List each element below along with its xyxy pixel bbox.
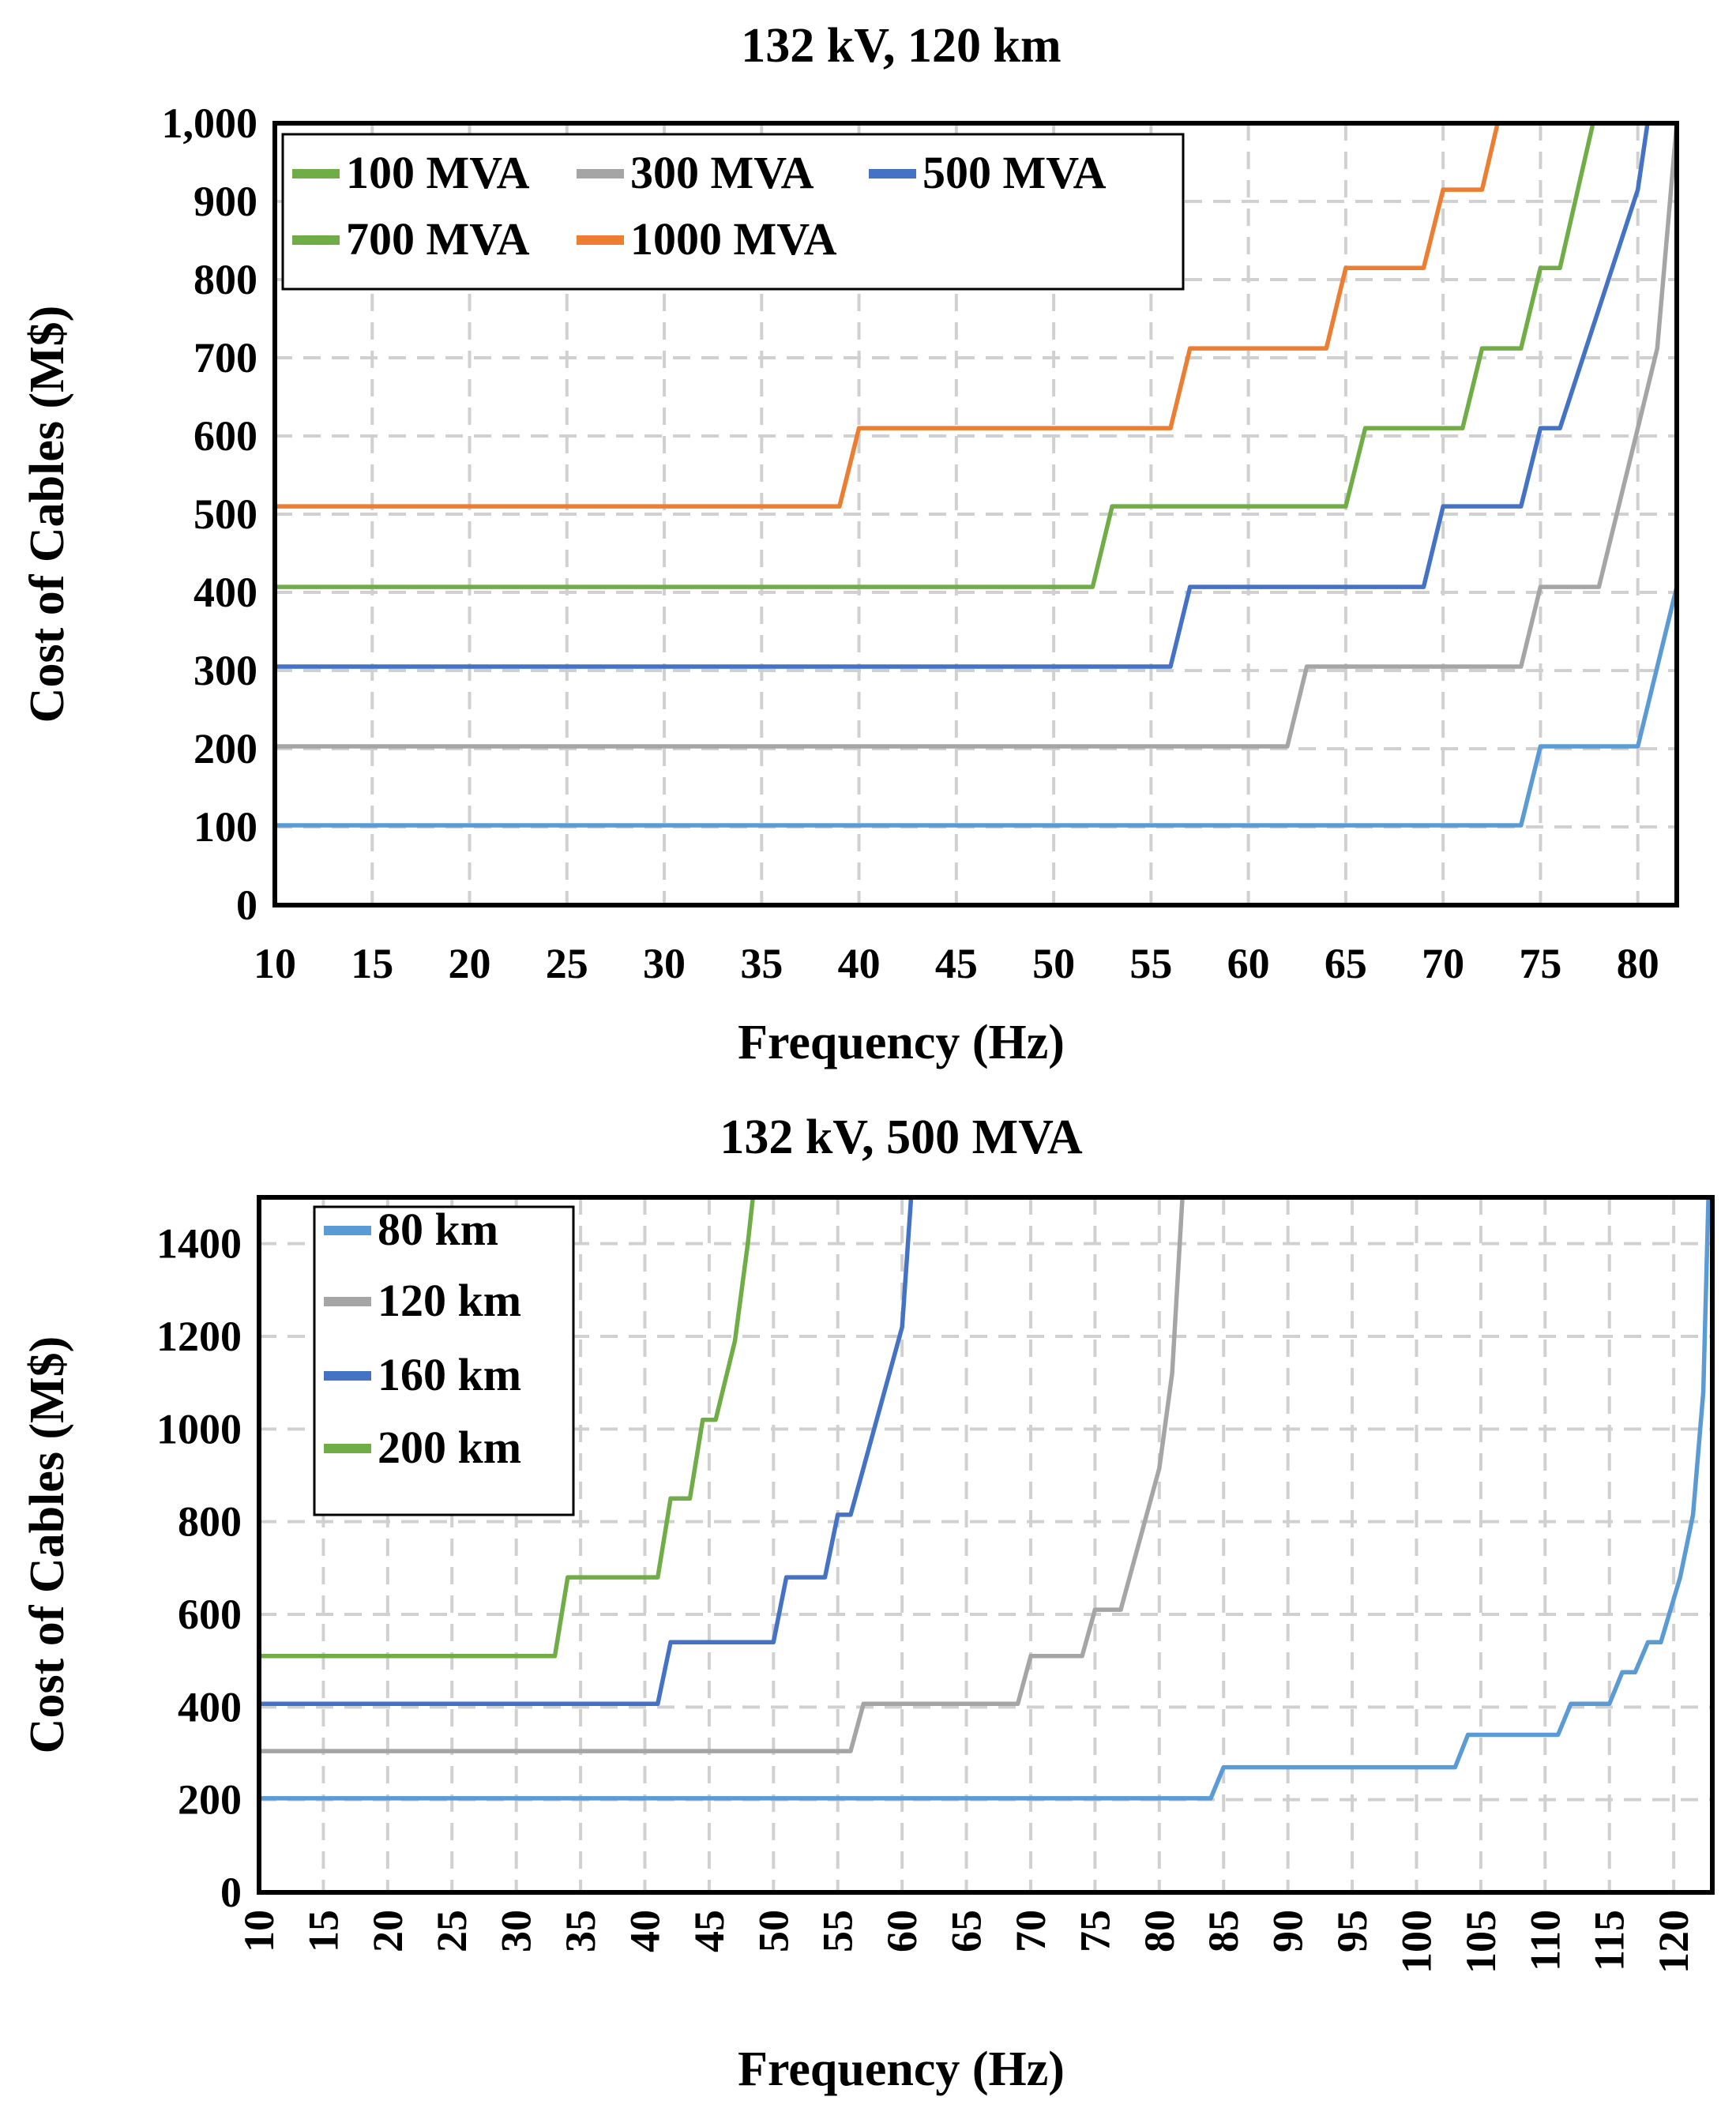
x-tick-label: 70 — [1007, 1910, 1054, 1952]
y-tick-label: 0 — [236, 881, 257, 929]
y-axis-title: Cost of Cables (M$) — [21, 1336, 74, 1754]
x-tick-label: 70 — [1422, 940, 1464, 987]
x-tick-label: 75 — [1071, 1910, 1118, 1952]
series-line-500-mva — [275, 122, 1650, 669]
x-tick-label: 40 — [621, 1910, 668, 1952]
y-axis-title: Cost of Cables (M$) — [21, 306, 74, 723]
series-line-160-km — [259, 1197, 914, 1706]
x-tick-label: 80 — [1136, 1910, 1183, 1952]
legend: 80 km 120 km 160 km 200 km — [313, 1204, 575, 1516]
x-tick-label: 50 — [1032, 940, 1075, 987]
x-tick-label: 10 — [254, 940, 296, 987]
x-tick-label: 50 — [750, 1910, 797, 1952]
x-tick-label: 40 — [838, 940, 881, 987]
x-tick-label: 80 — [1617, 940, 1659, 987]
x-tick-label: 45 — [686, 1910, 733, 1952]
chart-title: 132 kV, 500 MVA — [720, 1110, 1083, 1164]
y-tick-label: 900 — [194, 178, 257, 225]
y-tick-label: 400 — [178, 1683, 242, 1730]
chart-title: 132 kV, 120 km — [741, 19, 1061, 73]
x-tick-label: 85 — [1200, 1910, 1247, 1952]
x-tick-label: 55 — [814, 1910, 862, 1952]
y-tick-label: 1200 — [156, 1313, 242, 1360]
x-tick-label: 10 — [235, 1910, 283, 1952]
legend-label-160-km: 160 km — [378, 1349, 521, 1400]
x-tick-label: 65 — [943, 1910, 990, 1952]
y-tick-label: 1,000 — [162, 100, 258, 147]
y-tick-label: 1400 — [156, 1220, 242, 1268]
x-tick-label: 15 — [351, 940, 393, 987]
series-line-200-km — [259, 1197, 756, 1659]
y-tick-label: 300 — [194, 647, 257, 694]
y-tick-label: 500 — [194, 490, 257, 538]
series-lines — [275, 122, 1679, 828]
x-tick-label: 15 — [299, 1910, 347, 1952]
series-line-1000-mva — [275, 122, 1500, 509]
x-tick-label: 105 — [1457, 1910, 1505, 1974]
y-tick-label: 1000 — [156, 1405, 242, 1452]
x-tick-labels: 10 15 20 25 30 35 40 45 50 55 60 65 70 75 80 85 90 95 100 1… — [235, 1910, 1697, 1974]
y-tick-labels: 0 100 200 300 400 500 600 700 800 900 1,000 — [162, 100, 258, 929]
y-tick-labels: 0 200 400 600 800 1000 1200 1400 — [156, 1220, 242, 1916]
y-tick-label: 800 — [194, 256, 257, 303]
x-tick-label: 60 — [878, 1910, 926, 1952]
y-tick-label: 0 — [220, 1869, 242, 1916]
chart-132kv-120km: 132 kV, 120 km 0100200300400500600700800… — [21, 19, 1679, 1069]
y-tick-label: 700 — [194, 334, 257, 381]
legend-box — [281, 133, 1185, 291]
legend: 100 MVA 300 MVA 500 MVA 700 MVA 1000 MVA — [281, 133, 1185, 291]
x-tick-label: 35 — [740, 940, 783, 987]
series-line-700-mva — [275, 122, 1595, 589]
chart-132kv-500mva: 132 kV, 500 MVA 0 200 400 600 800 1000 1200 140… — [21, 1110, 1715, 2096]
x-tick-label: 20 — [449, 940, 491, 987]
y-tick-label: 400 — [194, 569, 257, 616]
series-line-300-mva — [275, 122, 1679, 749]
x-tick-label: 60 — [1227, 940, 1270, 987]
legend-label-700-mva: 700 MVA — [346, 213, 530, 265]
legend-label-500-mva: 500 MVA — [922, 147, 1107, 198]
x-axis-title: Frequency (Hz) — [738, 2042, 1065, 2096]
x-tick-label: 30 — [493, 1910, 540, 1952]
x-tick-label: 115 — [1586, 1910, 1633, 1971]
x-tick-label: 100 — [1392, 1910, 1440, 1974]
legend-label-120-km: 120 km — [378, 1275, 521, 1326]
x-tick-label: 25 — [428, 1910, 475, 1952]
x-tick-label: 65 — [1325, 940, 1367, 987]
series-lines — [259, 1195, 1712, 1801]
y-tick-label: 600 — [194, 412, 257, 460]
y-tick-label: 200 — [194, 725, 257, 772]
legend-box — [313, 1205, 575, 1516]
x-tick-label: 90 — [1264, 1910, 1312, 1952]
y-tick-label: 200 — [178, 1776, 242, 1824]
series-line-100-mva — [275, 586, 1679, 828]
legend-label-1000-mva: 1000 MVA — [630, 213, 837, 265]
x-tick-label: 45 — [935, 940, 978, 987]
x-tick-label: 25 — [546, 940, 588, 987]
series-line-120-km — [259, 1197, 1185, 1753]
x-tick-label: 55 — [1129, 940, 1172, 987]
y-tick-label: 800 — [178, 1498, 242, 1546]
x-tick-label: 95 — [1328, 1910, 1376, 1952]
plot-frame — [257, 1195, 1715, 1895]
x-tick-label: 75 — [1519, 940, 1561, 987]
x-tick-labels: 10 15 20 25 30 35 40 45 50 55 60 65 70 75 80 — [254, 940, 1659, 987]
series-line-80-km — [259, 1195, 1712, 1801]
x-axis-title: Frequency (Hz) — [738, 1016, 1065, 1069]
legend-label-100-mva: 100 MVA — [346, 147, 530, 198]
legend-label-200-km: 200 km — [378, 1422, 521, 1473]
x-tick-label: 20 — [364, 1910, 411, 1952]
y-tick-label: 600 — [178, 1591, 242, 1638]
x-tick-label: 30 — [643, 940, 686, 987]
y-tick-label: 100 — [194, 803, 257, 851]
legend-label-80-km: 80 km — [378, 1204, 498, 1255]
legend-label-300-mva: 300 MVA — [630, 147, 814, 198]
plot-frame — [272, 121, 1679, 907]
x-tick-label: 35 — [557, 1910, 604, 1952]
x-tick-label: 110 — [1521, 1910, 1569, 1971]
x-tick-label: 120 — [1650, 1910, 1697, 1974]
